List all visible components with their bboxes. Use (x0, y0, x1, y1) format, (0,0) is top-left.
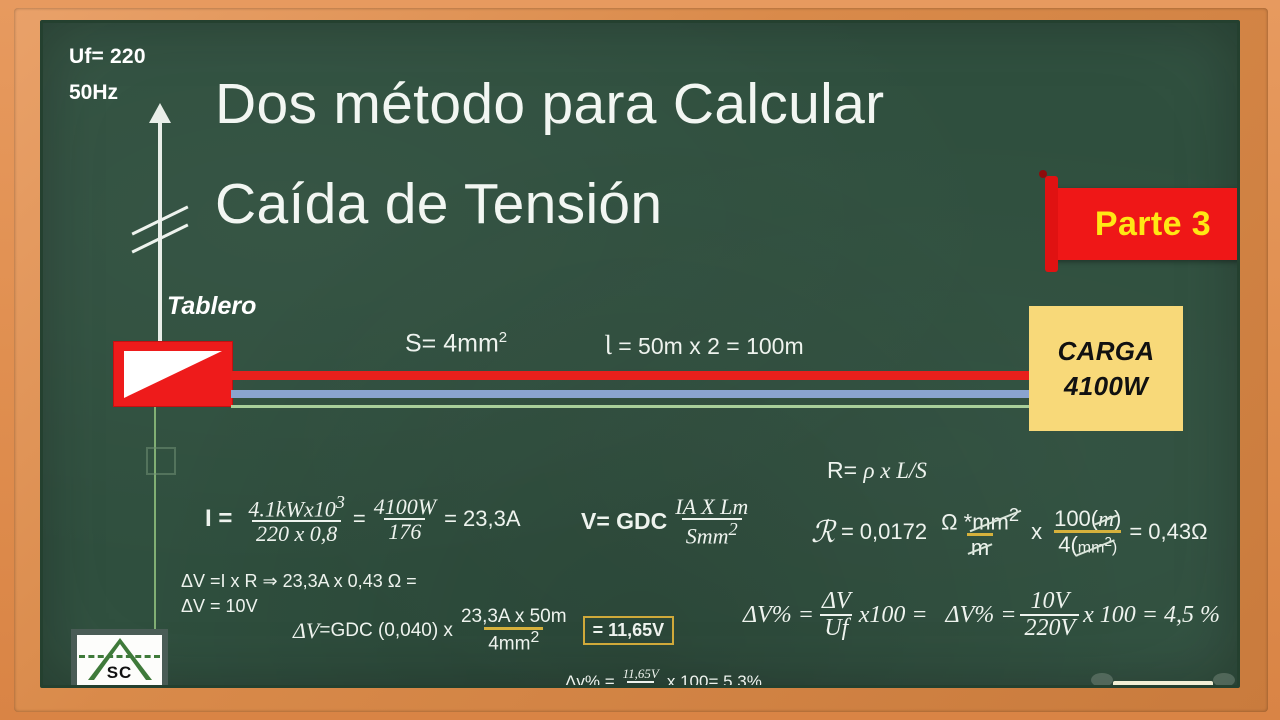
formula-drop-gdc-den: 4mm2 (484, 626, 544, 654)
watermark-logo: SC (71, 629, 168, 685)
supply-voltage-label: Uf= 220 (69, 45, 146, 68)
formula-voltage-num: IA X Lm (675, 494, 749, 519)
formula-percent-main-fraction-2: 10V 220V (1020, 588, 1080, 641)
triangle-inner-icon (93, 644, 146, 680)
phase-conductor (231, 371, 1031, 380)
panel-symbol-icon (113, 341, 233, 407)
junction-box-icon (146, 447, 176, 475)
neutral-conductor (231, 390, 1031, 398)
formula-percent-main-num2: 10V (1030, 588, 1070, 614)
formula-drop-ohm-line2: ΔV = 10V (181, 596, 258, 616)
formula-percent-main-den1: Uf (820, 614, 853, 641)
page-title-line2: Caída de Tensión (215, 172, 663, 236)
formula-resistance-den2: 4(mm2) (1054, 530, 1122, 557)
chalk-dust-right (1213, 673, 1235, 685)
formula-resistance-rest: x L/S (874, 458, 927, 483)
formula-percent-main-fraction-1: ΔV Uf (818, 588, 855, 641)
formula-percent-main-den2: 220V (1020, 614, 1080, 641)
formula-current-result: = 23,3A (444, 506, 521, 532)
formula-percent-main-mid2: x 100 = 4,5 % (1083, 601, 1220, 628)
chalkboard-surface: Uf= 220 50Hz Dos método para Calcular Ca… (40, 20, 1240, 688)
earth-conductor (231, 405, 1031, 408)
formula-resistance-num1-unit: mm2 (972, 504, 1020, 535)
formula-resistance-times: x (1031, 519, 1043, 545)
formula-resistance-fraction-1: Ω *mm2 m (937, 505, 1023, 560)
formula-current-fraction-2: 4100W 176 (370, 495, 440, 543)
load-title: CARGA (1057, 335, 1155, 366)
formula-drop-gdc-label: ΔV (293, 617, 320, 643)
formula-current-equals: = (352, 506, 366, 532)
formula-resistance-calc: ℛ = 0,0172 Ω *mm2 m x 100(m) 4(mm2) = 0,… (811, 505, 1208, 560)
watermark-logo-text: SC (106, 663, 133, 682)
formula-percent-main-num1: ΔV (821, 588, 851, 614)
formula-percent-main-mid1: x100 = (858, 601, 928, 628)
formula-resistance-num2: 100(m) (1054, 506, 1122, 532)
formula-resistance: R= ρ x L/S (827, 457, 927, 484)
supply-arrow-head-icon (149, 103, 171, 123)
cross-section-label: S= 4mm2 (405, 329, 508, 358)
formula-resistance-result: = 0,43Ω (1129, 519, 1208, 545)
formula-resistance-rho-value: 0,0172 (859, 519, 928, 545)
formula-current-den1: 220 x 0,8 (251, 520, 342, 546)
formula-percent-main: ΔV% = ΔV Uf x100 = ΔV% = 10V 220V x 100 … (743, 588, 1220, 641)
length-symbol-icon: Ɩ (605, 330, 612, 360)
chalk-dust-left (1091, 673, 1113, 685)
formula-percent-small-label: Δv% = (565, 671, 615, 688)
formula-percent-main-label1: ΔV% = (743, 601, 814, 628)
formula-voltage-fraction: IA X Lm Smm2 (671, 495, 752, 548)
banner-ribbon-left (1039, 170, 1058, 272)
watermark-logo-inner: SC (77, 635, 162, 685)
formula-drop-ohm-line1: ΔV =I x R ⇒ 23,3A x 0,43 Ω = (181, 571, 417, 591)
formula-current-den2: 176 (384, 518, 426, 543)
formula-drop-gdc-fraction: 23,3A x 50m 4mm2 (457, 607, 571, 654)
formula-drop-gdc-result: = 11,65V (582, 616, 675, 646)
load-power: 4100W (1064, 370, 1148, 401)
part-badge: Parte 3 (1039, 170, 1237, 272)
formula-resistance-rho: ρ (863, 458, 875, 483)
panel-triangle-icon (124, 351, 222, 398)
formula-resistance-den1: m (966, 533, 994, 560)
formula-percent-small-fraction: 11,65V 220 (619, 666, 663, 685)
length-label: Ɩ = 50m x 2 = 100m (605, 330, 804, 360)
pin-icon-left (1039, 170, 1047, 178)
load-box: CARGA 4100W (1029, 306, 1183, 431)
formula-drop-gdc: ΔV =GDC (0,040) x 23,3A x 50m 4mm2 = 11,… (293, 607, 675, 654)
formula-percent-small-num: 11,65V (622, 666, 659, 681)
formula-drop-gdc-coefficient: =GDC (0,040) x (319, 619, 453, 641)
formula-percent-small: Δv% = 11,65V 220 x 100= 5,3% (565, 666, 762, 688)
formula-voltage-label: V= GDC (581, 507, 668, 534)
formula-percent-small-den: 220 (626, 680, 655, 685)
formula-current-num1: 4.1kWx103 (248, 492, 345, 522)
formula-resistance-calc-equals: = (840, 519, 854, 545)
supply-frequency-label: 50Hz (69, 81, 119, 104)
formula-current-num2: 4100W (373, 494, 437, 520)
formula-resistance-num1: Ω *mm2 (941, 504, 1020, 535)
page-title-line1: Dos método para Calcular (215, 72, 885, 136)
part-badge-label: Parte 3 (1094, 204, 1212, 243)
dashed-line-icon (79, 655, 160, 658)
formula-percent-main-label2: ΔV% = (945, 601, 1017, 628)
formula-current: I = 4.1kWx103 220 x 0,8 = 4100W 176 = 23… (205, 492, 521, 546)
ground-conductor-line (154, 407, 156, 639)
formula-current-label: I = (205, 505, 233, 533)
panel-label: Tablero (167, 292, 257, 320)
chalk-piece (1113, 681, 1213, 685)
formula-percent-small-rest: x 100= 5,3% (666, 671, 762, 688)
formula-resistance-script-symbol: ℛ (811, 515, 835, 549)
formula-resistance-fraction-2: 100(m) 4(mm2) (1050, 507, 1125, 557)
formula-voltage-den: Smm2 (681, 518, 742, 547)
formula-voltage-gdc: V= GDC IA X Lm Smm2 (581, 495, 756, 548)
formula-resistance-label: R= (827, 457, 864, 483)
formula-current-fraction-1: 4.1kWx103 220 x 0,8 (244, 492, 349, 546)
formula-drop-gdc-num: 23,3A x 50m (460, 606, 567, 627)
